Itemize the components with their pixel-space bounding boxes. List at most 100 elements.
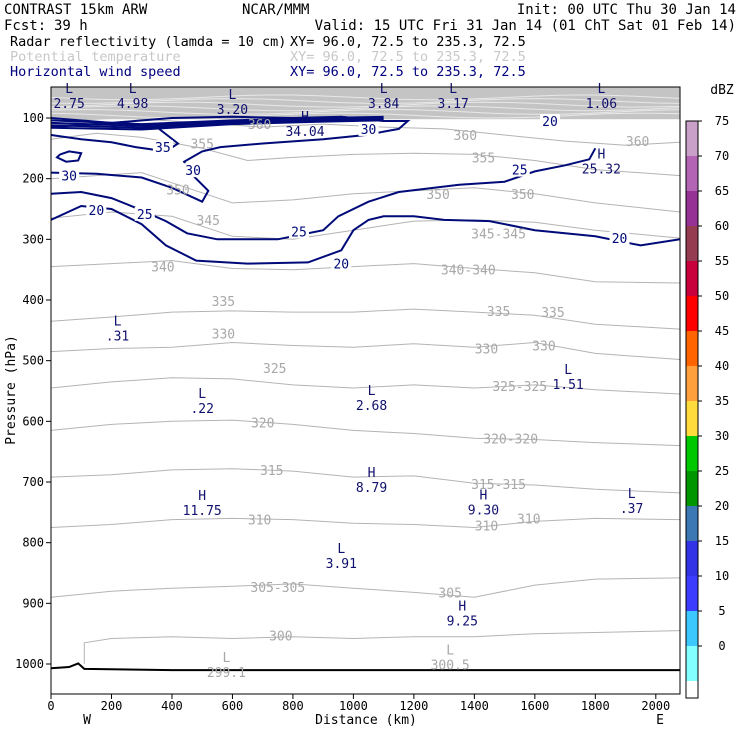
extremum-value: .37: [620, 502, 643, 517]
high-marker: H: [368, 466, 376, 481]
theta-contour-300: [83, 630, 680, 664]
x-end-right: E: [656, 713, 664, 728]
wind-jet-line: [51, 119, 384, 131]
extremum-value: 8.79: [356, 481, 387, 496]
colorbar-swatch: [686, 541, 698, 576]
theta-label: 350: [166, 184, 189, 199]
colorbar-swatch: [686, 436, 698, 471]
colorbar-swatch: [686, 331, 698, 366]
colorbar-swatch: [686, 576, 698, 611]
colorbar-label: 70: [715, 149, 729, 163]
terrain-line: [50, 662, 680, 672]
valid-time: Valid: 15 UTC Fri 31 Jan 14 (01 ChT Sat …: [315, 18, 736, 34]
low-marker: L: [198, 387, 206, 402]
theta-label: 320: [251, 417, 274, 432]
theta-label: 325: [263, 362, 286, 377]
x-tick-label: 2000: [641, 699, 670, 713]
x-tick-label: 1800: [581, 699, 610, 713]
theta-label: 355: [190, 137, 213, 152]
field-1-name: Radar reflectivity (lamda = 10 cm): [10, 34, 286, 50]
extremum-value: .22: [190, 402, 213, 417]
low-marker: L: [368, 384, 376, 399]
low-marker: L: [597, 82, 605, 97]
terrain: [50, 662, 680, 672]
low-marker: L: [222, 651, 230, 666]
wind-jet-line: [51, 117, 384, 127]
extremum-value: 34.04: [285, 125, 324, 140]
theta-label: 305-305: [250, 581, 305, 596]
colorbar-label: 30: [715, 429, 729, 443]
theta-contour-335: [51, 308, 680, 330]
wind-label: 25: [512, 164, 528, 179]
theta-contour-355: [51, 132, 680, 177]
wind-contour-25: [51, 147, 597, 241]
theta-label: 360: [626, 135, 649, 150]
wind-label: 30: [185, 164, 201, 179]
y-tick-label: 1000: [15, 657, 44, 671]
extremum-value: 3.17: [438, 97, 469, 112]
low-marker: L: [628, 487, 636, 502]
theta-contour-305: [51, 577, 680, 598]
contour-labels: 340 340-340 335 335 335 330 330 330 325 325-325 32…: [59, 114, 649, 644]
y-axis-label: Pressure (hPa): [4, 335, 19, 445]
colorbar-label: 75: [715, 114, 729, 128]
colorbar-swatch: [686, 366, 698, 401]
extremum-value: 4.98: [117, 97, 148, 112]
extremum-value: 9.25: [447, 614, 478, 629]
extremum-value: 25.32: [582, 162, 621, 177]
low-marker: L: [229, 88, 237, 103]
init-time: Init: 00 UTC Thu 30 Jan 14: [517, 2, 736, 18]
colorbar-label: 5: [718, 604, 725, 618]
extremum-value: 1.06: [586, 97, 617, 112]
x-tick-label: 1200: [399, 699, 428, 713]
colorbar-label: 40: [715, 359, 729, 373]
theta-label: 345: [197, 214, 220, 229]
theta-label: 330: [475, 343, 498, 358]
theta-label: 360: [248, 118, 271, 133]
x-axis-label: Distance (km): [315, 713, 417, 728]
theta-contour-330: [51, 341, 680, 360]
extremum-value: 3.20: [217, 103, 248, 118]
theta-label: 320-320: [483, 432, 538, 447]
low-marker: L: [449, 82, 457, 97]
theta-label: 350: [511, 188, 534, 203]
extremum-value: 11.75: [183, 504, 222, 519]
colorbar-label: 20: [715, 499, 729, 513]
wind-label: 20: [542, 115, 558, 130]
high-marker: H: [458, 599, 466, 614]
x-tick-label: 0: [47, 699, 54, 713]
x-tick-label: 400: [161, 699, 183, 713]
wind-label-bg: [86, 203, 107, 218]
wind-label-bg: [183, 163, 204, 178]
x-tick-label: 1400: [460, 699, 489, 713]
low-marker: L: [65, 82, 73, 97]
low-marker: L: [564, 363, 572, 378]
wind-jet-line: [51, 118, 384, 129]
field-3-xy: XY= 96.0, 72.5 to 235.3, 72.5: [290, 64, 526, 80]
colorbar-label: 15: [715, 534, 729, 548]
theta-label: 340: [151, 261, 174, 276]
wind-label-bg: [59, 168, 80, 183]
theta-band-line: [50, 98, 681, 104]
wind-label-bg: [539, 114, 560, 129]
theta-contour-310: [51, 517, 680, 529]
extrema-markers: L2.75L4.98L3.20L3.84L3.17L1.06H34.04H25.…: [53, 82, 643, 681]
colorbar-units: dBZ: [710, 83, 734, 98]
colorbar-swatch: [686, 646, 698, 681]
theta-label: 310: [475, 520, 498, 535]
fcst-value: 39 h: [54, 18, 88, 34]
extremum-value: 2.75: [53, 97, 84, 112]
y-tick-label: 100: [22, 111, 44, 125]
x-tick-label: 200: [101, 699, 123, 713]
wind-label-bg: [509, 162, 530, 177]
y-tick-label: 200: [22, 172, 44, 186]
colorbar-label: 55: [715, 254, 729, 268]
x-end-left: W: [83, 713, 91, 728]
low-marker: L: [446, 644, 454, 659]
high-marker: H: [480, 488, 488, 503]
low-marker: L: [114, 314, 122, 329]
field-1-xy: XY= 96.0, 72.5 to 235.3, 72.5: [290, 34, 526, 50]
extremum-value: 3.91: [326, 557, 357, 572]
colorbar-swatch: [686, 191, 698, 226]
